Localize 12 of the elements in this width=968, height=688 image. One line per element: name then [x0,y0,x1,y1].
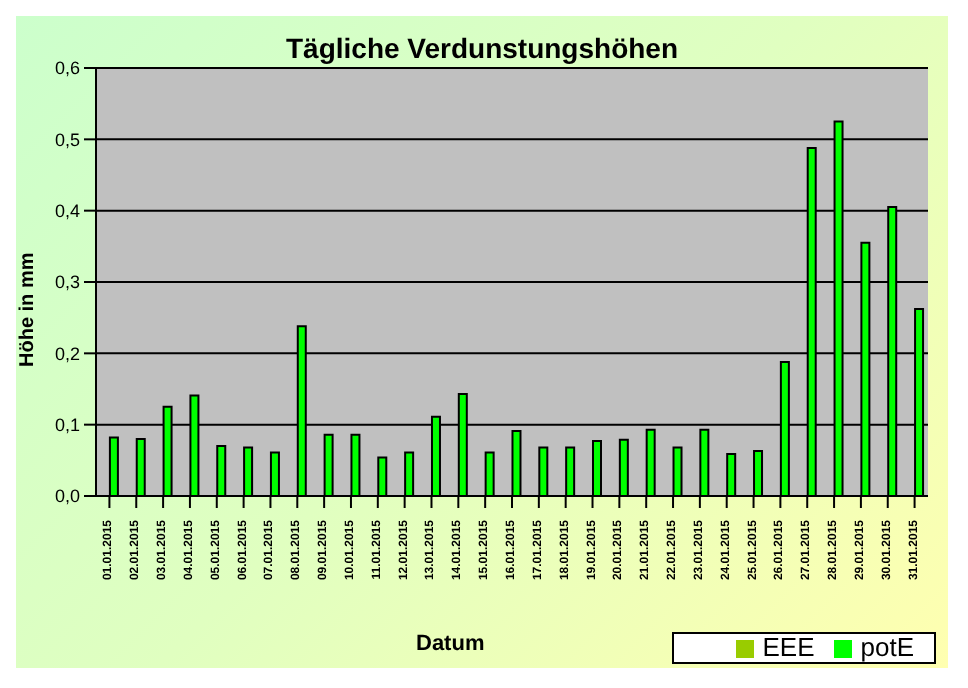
y-tick-label: 0,2 [54,343,80,364]
chart-title: Tägliche Verdunstungshöhen [285,32,679,64]
y-tick-label: 0,6 [54,58,80,79]
legend-label: potE [860,632,914,662]
y-tick-label: 0,4 [54,201,80,222]
y-tick-label: 0,5 [54,129,80,150]
legend-label: EEE [762,632,815,662]
y-tick-label: 0,3 [54,272,80,293]
x-axis-title: Datum [416,632,485,656]
y-axis-title: Höhe in mm [17,252,39,367]
y-tick-label: 0,0 [54,486,80,507]
y-tick-label: 0,1 [54,415,80,436]
